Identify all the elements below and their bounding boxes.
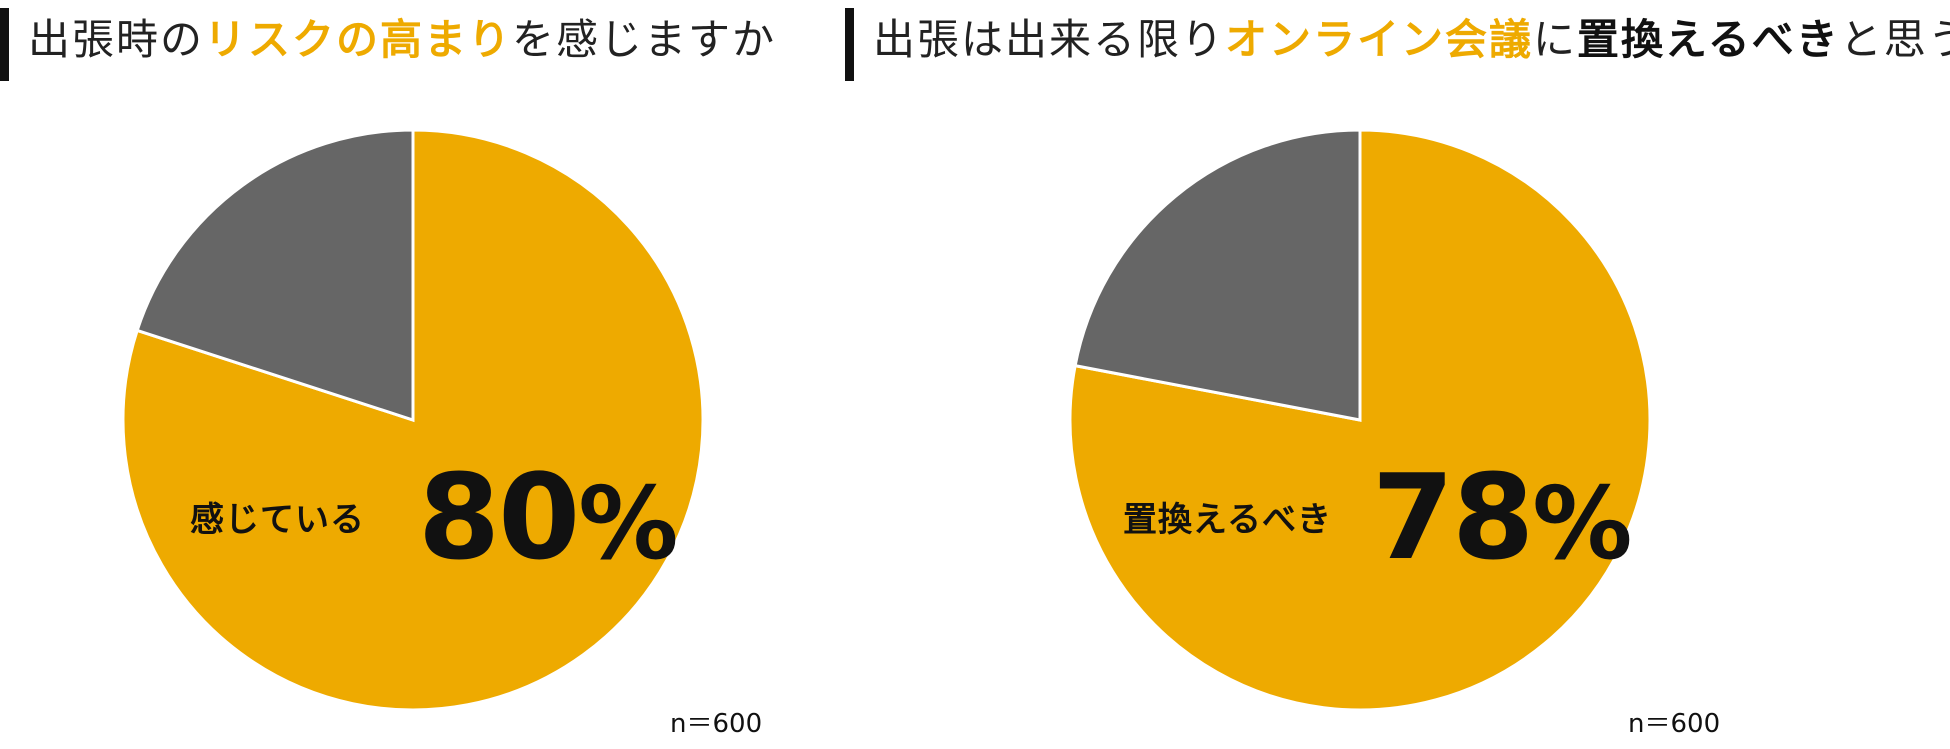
pie-slice-other <box>135 128 415 423</box>
chart-title: 出張は出来る限りオンライン会議に置換えるべきと思う <box>873 10 1950 70</box>
title-accent-bar <box>0 8 9 81</box>
title-pre: 出張は出来る限り <box>873 15 1226 64</box>
title-accent: リスクの高まり <box>204 15 513 64</box>
title-strong: 置換えるべき <box>1577 15 1840 64</box>
pie-slice-other <box>1073 128 1362 422</box>
title-post: を感じますか <box>512 15 777 64</box>
pie-slice-main <box>1068 128 1652 712</box>
slice-value-number: 78 <box>1372 448 1534 586</box>
title-mid: に <box>1533 15 1578 64</box>
pie-chart <box>1068 128 1652 712</box>
percent-sign: % <box>578 465 678 582</box>
title-pre: 出張時の <box>28 15 205 64</box>
percent-sign: % <box>1532 465 1632 582</box>
slice-value-number: 80 <box>418 448 580 586</box>
title-post: と思う <box>1839 15 1950 64</box>
title-accent-bar <box>845 8 854 81</box>
title-accent: オンライン会議 <box>1225 15 1534 64</box>
sample-size-note: n＝600 <box>670 709 763 739</box>
chart-title: 出張時のリスクの高まりを感じますか <box>28 10 776 70</box>
chart-panel-risk: 出張時のリスクの高まりを感じますか 感じている 80% n＝600 <box>0 0 845 749</box>
chart-panel-online: 出張は出来る限りオンライン会議に置換えるべきと思う 置換えるべき 78% n＝6… <box>845 0 1950 749</box>
slice-value-label: 80% <box>418 448 678 586</box>
slice-label: 置換えるべき <box>1123 500 1332 540</box>
sample-size-note: n＝600 <box>1628 709 1721 739</box>
slice-value-label: 78% <box>1372 448 1632 586</box>
pie-chart <box>121 128 705 712</box>
slice-label: 感じている <box>190 500 365 540</box>
